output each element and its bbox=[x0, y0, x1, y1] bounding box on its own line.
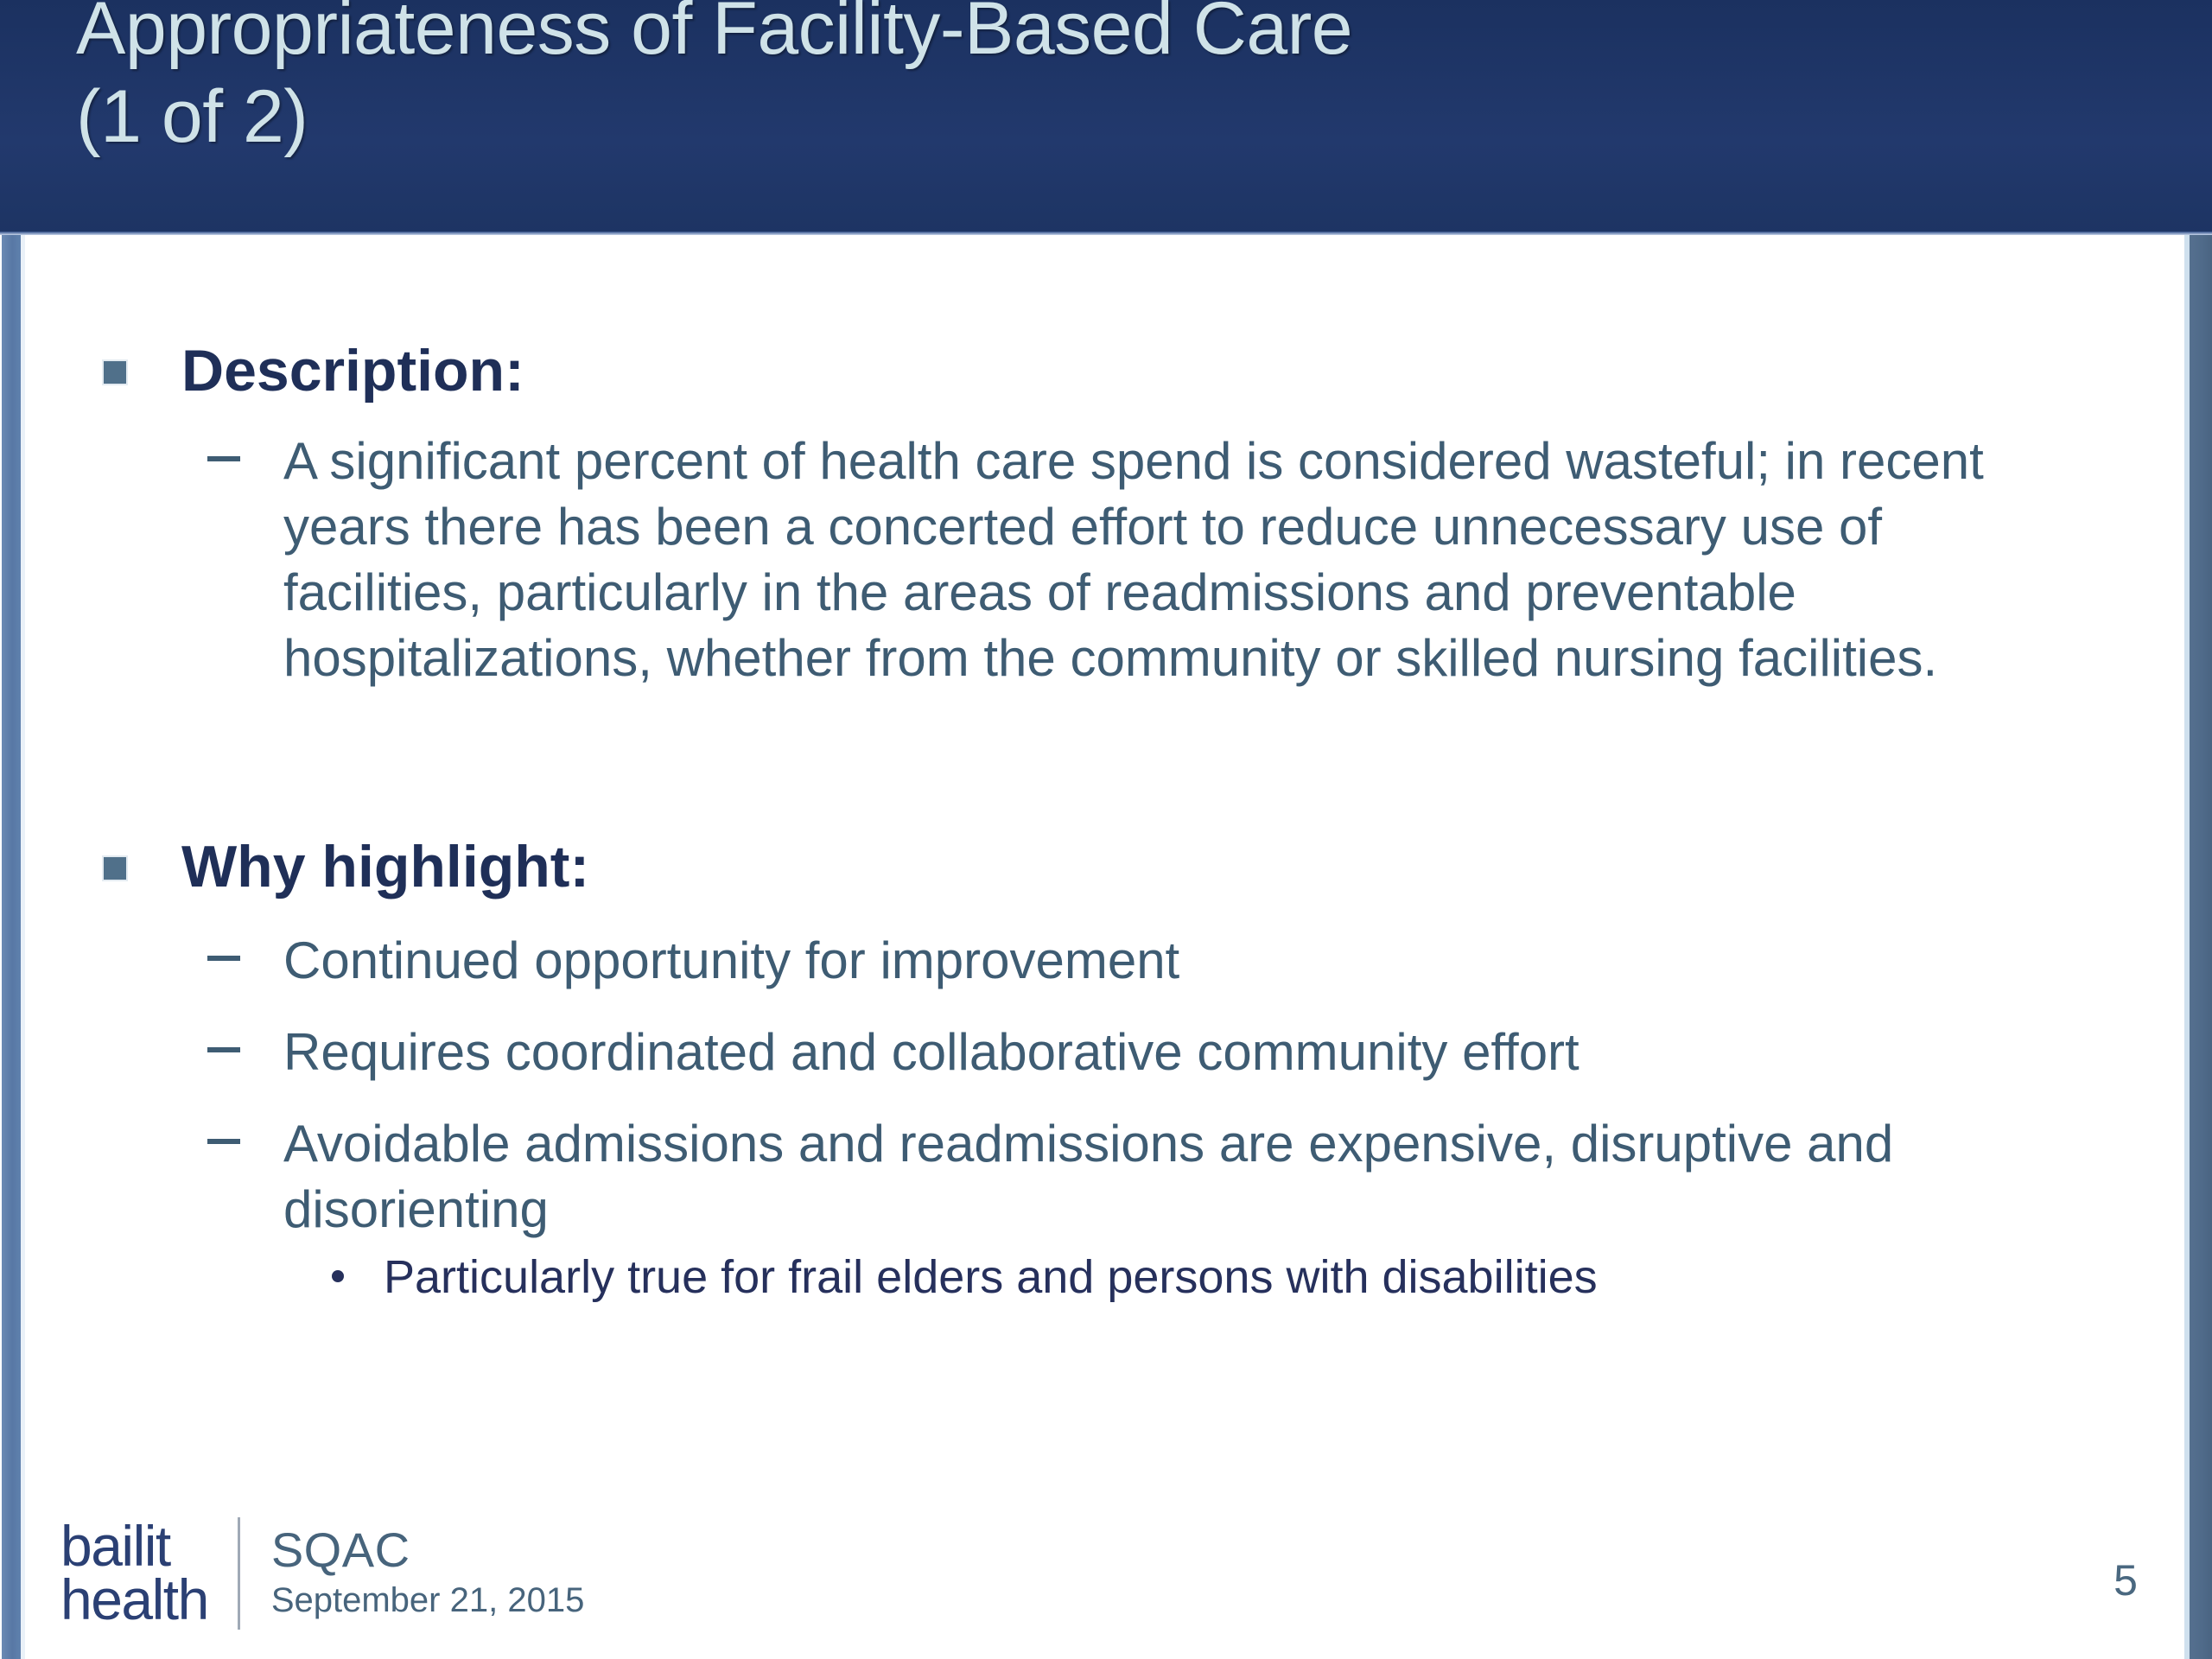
footer-date: September 21, 2015 bbox=[270, 1581, 585, 1619]
bullet-text: A significant percent of health care spe… bbox=[283, 432, 1984, 687]
heading-label: Why highlight: bbox=[181, 834, 590, 899]
slide-body: Description: A significant percent of he… bbox=[25, 237, 2184, 1659]
bullet-text: Continued opportunity for improvement bbox=[283, 931, 1180, 989]
dash-bullet-icon bbox=[207, 456, 240, 461]
bailit-health-logo: bailit health bbox=[60, 1514, 238, 1631]
frame-left-hairline bbox=[21, 235, 25, 1659]
logo-line-1: bailit bbox=[60, 1513, 171, 1578]
dot-bullet-icon bbox=[332, 1270, 344, 1282]
header-underline bbox=[0, 232, 2212, 235]
square-bullet-icon bbox=[104, 857, 126, 880]
square-bullet-icon bbox=[104, 361, 126, 384]
page-number: 5 bbox=[2113, 1556, 2138, 1605]
heading-label: Description: bbox=[181, 338, 524, 404]
slide-header: Appropriateness of Facility-Based Care (… bbox=[0, 0, 2212, 235]
bullet-text: Avoidable admissions and readmissions ar… bbox=[283, 1115, 1894, 1238]
dash-bullet-icon bbox=[207, 1047, 240, 1052]
page-title: Appropriateness of Facility-Based Care (… bbox=[76, 0, 1353, 158]
footer-title: SQAC bbox=[270, 1522, 410, 1577]
bullet-text: Requires coordinated and collaborative c… bbox=[283, 1023, 1580, 1081]
slide-footer: bailit health SQAC September 21, 2015 bbox=[60, 1514, 584, 1631]
frame-left-border bbox=[2, 235, 21, 1659]
dash-bullet-icon bbox=[207, 956, 240, 961]
dash-bullet-icon bbox=[207, 1139, 240, 1144]
frame-right-border bbox=[2190, 235, 2212, 1659]
frame-right-hairline bbox=[2184, 235, 2190, 1659]
logo-line-2: health bbox=[60, 1567, 209, 1631]
logo-divider bbox=[237, 1517, 240, 1630]
footer-text-block: SQAC September 21, 2015 bbox=[240, 1514, 584, 1631]
sub-bullet-text: Particularly true for frail elders and p… bbox=[384, 1251, 1598, 1303]
